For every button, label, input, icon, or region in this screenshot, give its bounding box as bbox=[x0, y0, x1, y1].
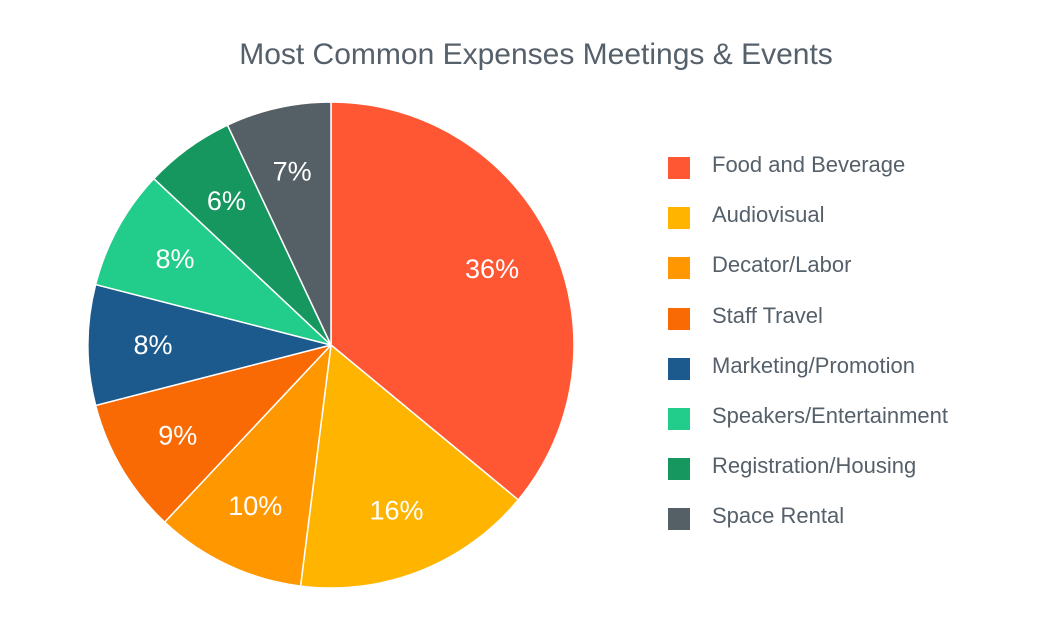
pie-slice-speakers-entertainment bbox=[94, 177, 332, 346]
slice-label-speakers-entertainment: 8% bbox=[156, 244, 195, 274]
legend-swatch bbox=[668, 307, 690, 330]
slice-label-food-and-beverage: 36% bbox=[465, 254, 519, 284]
pie-slice-audiovisual bbox=[299, 344, 519, 589]
pie-slice-food-and-beverage bbox=[330, 101, 575, 501]
pie-slice-space-rental bbox=[226, 101, 332, 346]
legend-label: Food and Beverage bbox=[712, 152, 906, 177]
slice-label-space-rental: 7% bbox=[273, 156, 312, 186]
legend-label: Registration/Housing bbox=[712, 453, 917, 479]
legend-swatch bbox=[668, 508, 690, 531]
legend-swatch bbox=[668, 407, 690, 430]
legend-swatch bbox=[668, 157, 690, 179]
slice-label-marketing-promotion: 8% bbox=[133, 330, 172, 360]
legend-label: Space Rental bbox=[712, 503, 845, 529]
slice-label-audiovisual: 16% bbox=[370, 496, 424, 526]
pie-slice-marketing-promotion bbox=[87, 283, 332, 407]
chart-title: Most Common Expenses Meetings & Events bbox=[239, 38, 833, 71]
pie-slice-decator-labor bbox=[163, 344, 332, 587]
slice-label-staff-travel: 9% bbox=[158, 421, 197, 451]
legend-item-decator-labor: Decator/Labor bbox=[668, 249, 998, 299]
slice-label-decator-labor: 10% bbox=[228, 491, 282, 521]
legend-item-marketing-promotion: Marketing/Promotion bbox=[668, 350, 998, 400]
pie-slice-staff-travel bbox=[94, 344, 332, 523]
legend-swatch bbox=[668, 207, 690, 230]
legend-item-audiovisual: Audiovisual bbox=[668, 199, 998, 249]
legend-item-staff-travel: Staff Travel bbox=[668, 300, 998, 350]
legend-label: Decator/Labor bbox=[712, 252, 852, 278]
legend-swatch bbox=[668, 357, 690, 380]
legend-item-registration-housing: Registration/Housing bbox=[668, 450, 998, 500]
legend-item-speakers-entertainment: Speakers/Entertainment bbox=[668, 400, 998, 450]
legend-label: Speakers/Entertainment bbox=[712, 402, 949, 428]
slice-label-registration-housing: 6% bbox=[207, 186, 246, 216]
legend-item-space-rental: Space Rental bbox=[668, 500, 998, 550]
legend-label: Audiovisual bbox=[712, 202, 825, 228]
legend-swatch bbox=[668, 257, 690, 280]
legend-label: Staff Travel bbox=[712, 302, 823, 328]
legend-item-food-and-beverage: Food and Beverage bbox=[668, 149, 998, 199]
chart-legend: Food and Beverage Audiovisual Decator/Labo… bbox=[668, 149, 998, 551]
legend-label: Marketing/Promotion bbox=[712, 352, 915, 378]
legend-swatch bbox=[668, 458, 690, 481]
